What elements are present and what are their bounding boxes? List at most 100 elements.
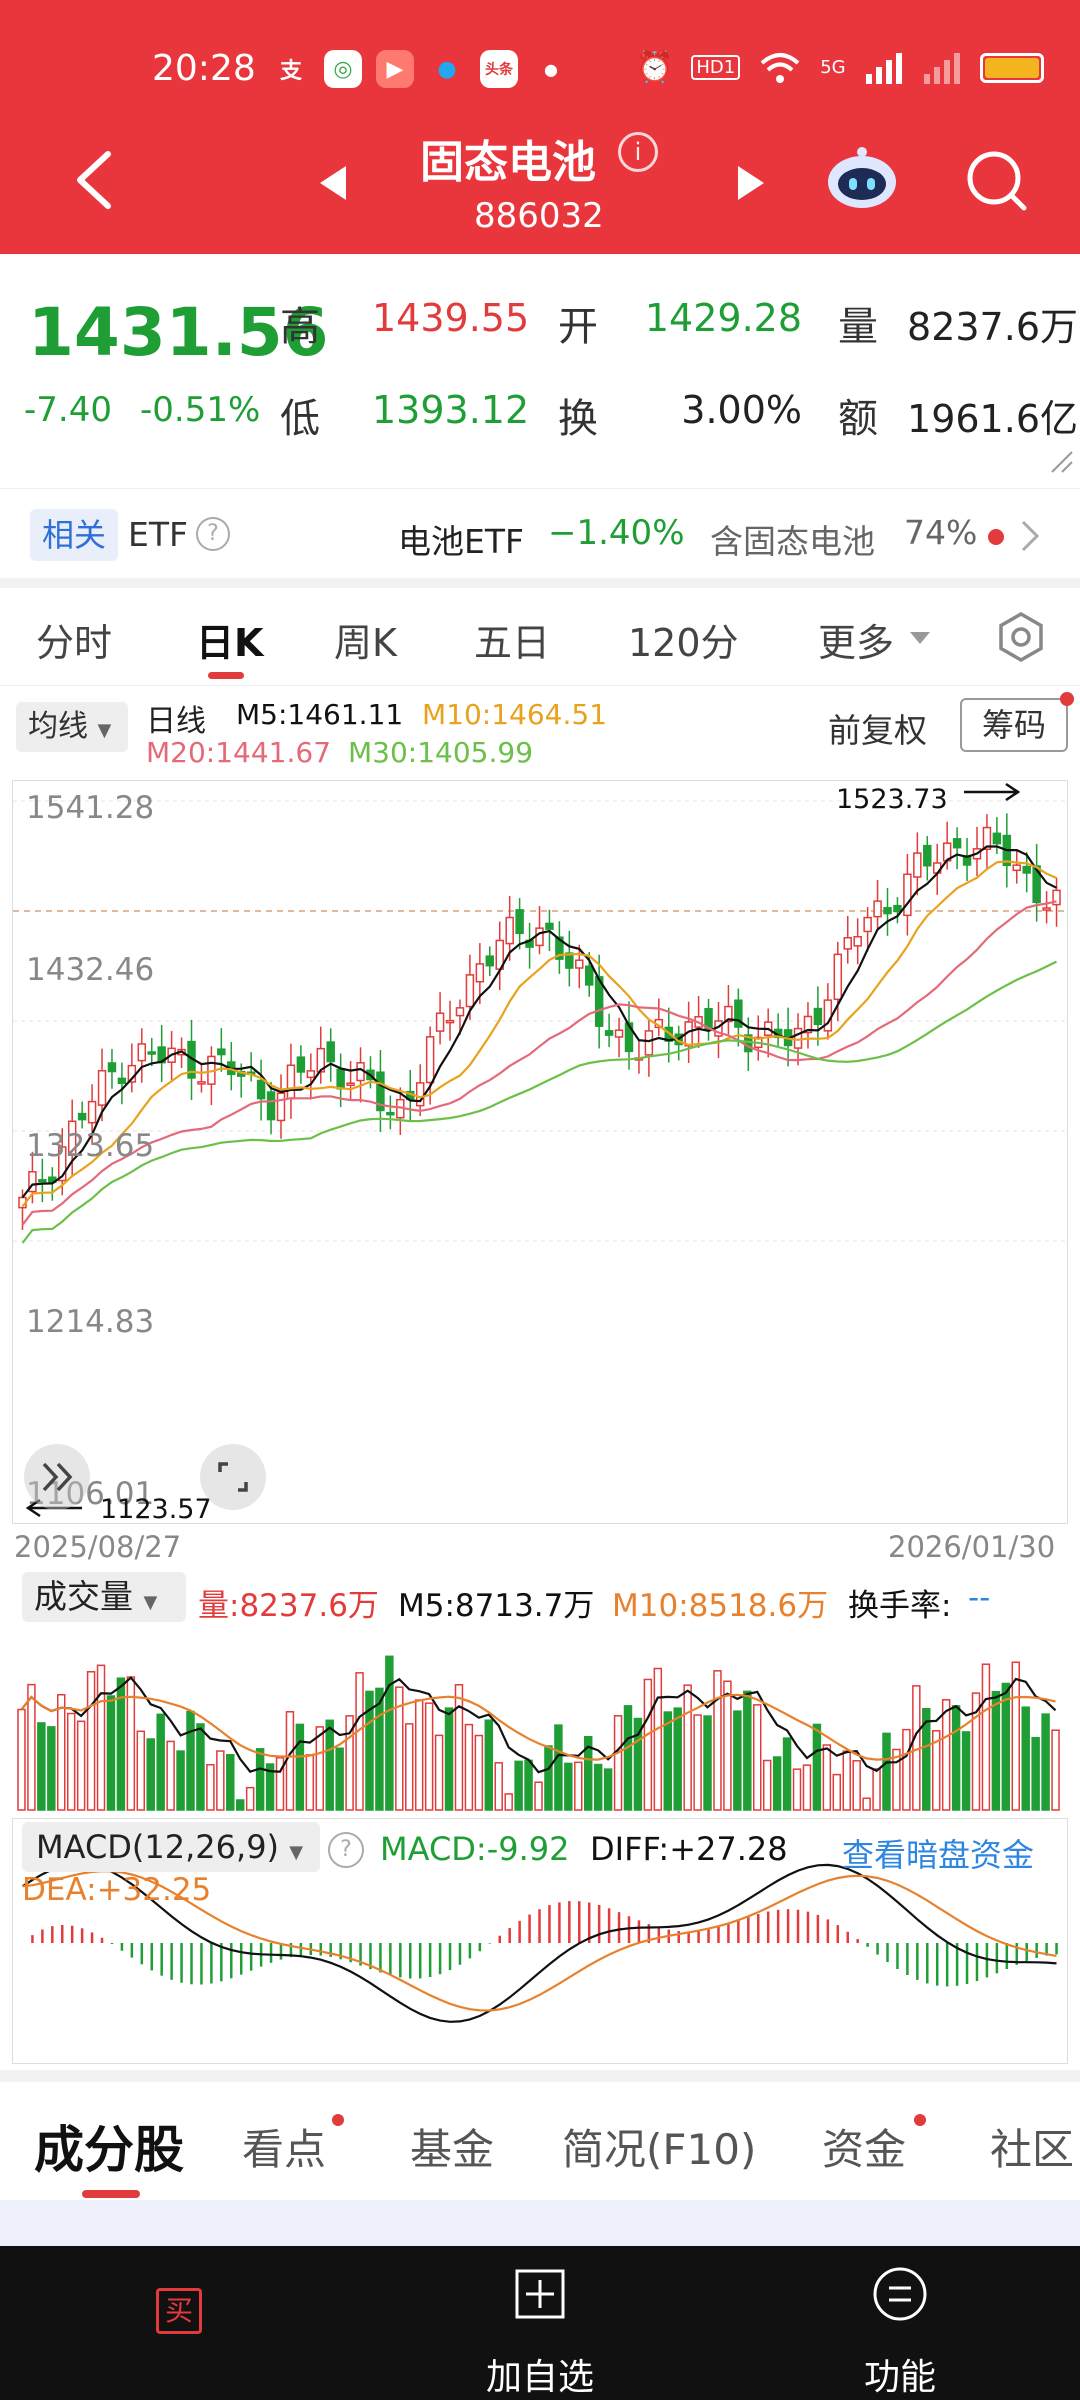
turnover-rate-label: 换手率: [848, 1588, 952, 1624]
macd-chart[interactable] [12, 1818, 1068, 2064]
etf-contains-pct: 74% [904, 513, 978, 552]
high-label: 高 [280, 304, 320, 350]
volume-bar [951, 1705, 961, 1811]
etf-change: −1.40% [548, 513, 685, 553]
candle-body [734, 999, 743, 1028]
volume-bar [822, 1744, 832, 1811]
related-etf-row[interactable]: 相关 ETF ? 电池ETF −1.40% 含固态电池 74% [0, 488, 1080, 578]
volume-bar [862, 1797, 871, 1811]
candle-body [376, 1071, 385, 1112]
add-watchlist-label: 加自选 [485, 2357, 594, 2398]
tab-more[interactable]: 更多 [818, 621, 895, 665]
function-button[interactable]: 功能 [800, 2246, 1000, 2400]
candle-body [425, 1036, 435, 1084]
candle-body [445, 1019, 455, 1024]
price-adjust-option[interactable]: 前复权 [828, 711, 927, 750]
volume-bar [693, 1714, 702, 1811]
status-time: 20:28 [152, 48, 256, 89]
help-icon[interactable]: ? [328, 1832, 364, 1868]
volume-ma10-line [20, 1693, 1056, 1761]
tab-funds[interactable]: 基金 [410, 2125, 495, 2174]
macd-svg [21, 1862, 1058, 2023]
chevron-right-icon[interactable] [1020, 519, 1040, 553]
volume-bar [564, 1762, 573, 1811]
volume-bar [116, 1677, 126, 1811]
tab-daily-k[interactable]: 日K [196, 621, 264, 665]
low-value: 1393.12 [372, 388, 530, 432]
ai-assistant-icon[interactable] [824, 144, 900, 212]
dropdown-icon[interactable] [908, 630, 932, 646]
volume-bar [534, 1781, 543, 1811]
candle-body [614, 1029, 624, 1038]
candle-body [962, 854, 972, 866]
tab-weekly-k[interactable]: 周K [334, 621, 397, 665]
volume-indicator-select[interactable]: 成交量 ▼ [22, 1572, 186, 1622]
prev-stock-icon[interactable] [318, 164, 348, 202]
ma20-label: M20:1441.67 [146, 736, 332, 769]
buy-button[interactable]: 买 [80, 2246, 280, 2400]
volume-bar [275, 1757, 285, 1811]
price-change-pct: -0.51% [140, 390, 261, 430]
candle-body [843, 937, 852, 950]
kline-svg [13, 800, 1069, 1244]
search-icon[interactable] [964, 148, 1028, 212]
date-start: 2025/08/27 [14, 1530, 182, 1564]
tab-constituents[interactable]: 成分股 [34, 2121, 184, 2179]
macd-indicator-select[interactable]: MACD(12,26,9) ▼ [22, 1822, 320, 1872]
candle-body [346, 1082, 355, 1086]
diff-line [21, 1862, 1057, 2023]
next-stock-icon[interactable] [736, 164, 766, 202]
volume-bar [57, 1694, 66, 1811]
tab-intraday[interactable]: 分时 [36, 621, 113, 665]
help-icon[interactable]: ? [196, 517, 230, 551]
open-label: 开 [558, 304, 598, 350]
function-label: 功能 [863, 2357, 936, 2398]
volume-bar [1001, 1682, 1011, 1811]
more-dot-icon: ● [544, 59, 558, 79]
diff-value: DIFF:+27.28 [590, 1830, 788, 1868]
ma5-line [21, 845, 1057, 1199]
network-type: 5G [820, 57, 846, 78]
volume-bar [583, 1735, 593, 1811]
status-bar: 20:28 支 ◎ ▶ ● 头条 ● ⏰ HD1 5G [0, 44, 1080, 98]
tab-120min[interactable]: 120分 [628, 621, 739, 665]
buy-icon: 买 [156, 2288, 202, 2334]
toutiao-icon: 头条 [480, 50, 518, 88]
volume-bar [395, 1686, 404, 1811]
info-icon[interactable]: i [618, 132, 658, 172]
volume-bar [66, 1712, 76, 1811]
indicator-select[interactable]: 均线 ▼ [16, 702, 128, 752]
candle-body [326, 1041, 335, 1063]
price-change: -7.40 [24, 390, 112, 430]
volume-label: 量 [838, 304, 878, 350]
notice-strip [0, 2200, 1080, 2246]
candle-body [1042, 907, 1051, 911]
fullscreen-icon [218, 1462, 248, 1492]
amount-label: 额 [838, 396, 878, 442]
candle-body [77, 1112, 87, 1121]
volume-legend: 成交量 ▼ 量:8237.6万 M5:8713.7万 M10:8518.6万 换… [0, 1568, 1080, 1628]
collapse-button[interactable] [24, 1444, 90, 1510]
candle-body [137, 1043, 147, 1062]
active-tab-underline [208, 672, 244, 679]
kline-chart[interactable] [12, 780, 1069, 1524]
stock-code: 886032 [474, 196, 604, 236]
fullscreen-button[interactable] [200, 1444, 266, 1510]
tab-community[interactable]: 社区 [990, 2125, 1075, 2174]
tab-five-day[interactable]: 五日 [474, 621, 551, 665]
dea-value: DEA:+32.25 [22, 1872, 212, 1908]
dark-pool-link[interactable]: 查看暗盘资金 [842, 1836, 1035, 1874]
tab-capital[interactable]: 资金 [822, 2125, 907, 2174]
add-watchlist-button[interactable]: 加自选 [440, 2246, 640, 2400]
volume-chart[interactable] [12, 1630, 1068, 1812]
chips-button[interactable]: 筹码 [960, 698, 1068, 752]
app-icon: ◎ [324, 50, 362, 88]
settings-icon[interactable] [994, 610, 1048, 664]
candle-body [485, 955, 495, 967]
volume-bar [673, 1707, 682, 1811]
candle-body [803, 1015, 813, 1034]
chevron-down-icon: ▼ [289, 1842, 304, 1863]
back-icon[interactable] [72, 150, 118, 210]
tab-profile-f10[interactable]: 简况(F10) [562, 2125, 757, 2174]
tab-highlights[interactable]: 看点 [242, 2125, 327, 2174]
